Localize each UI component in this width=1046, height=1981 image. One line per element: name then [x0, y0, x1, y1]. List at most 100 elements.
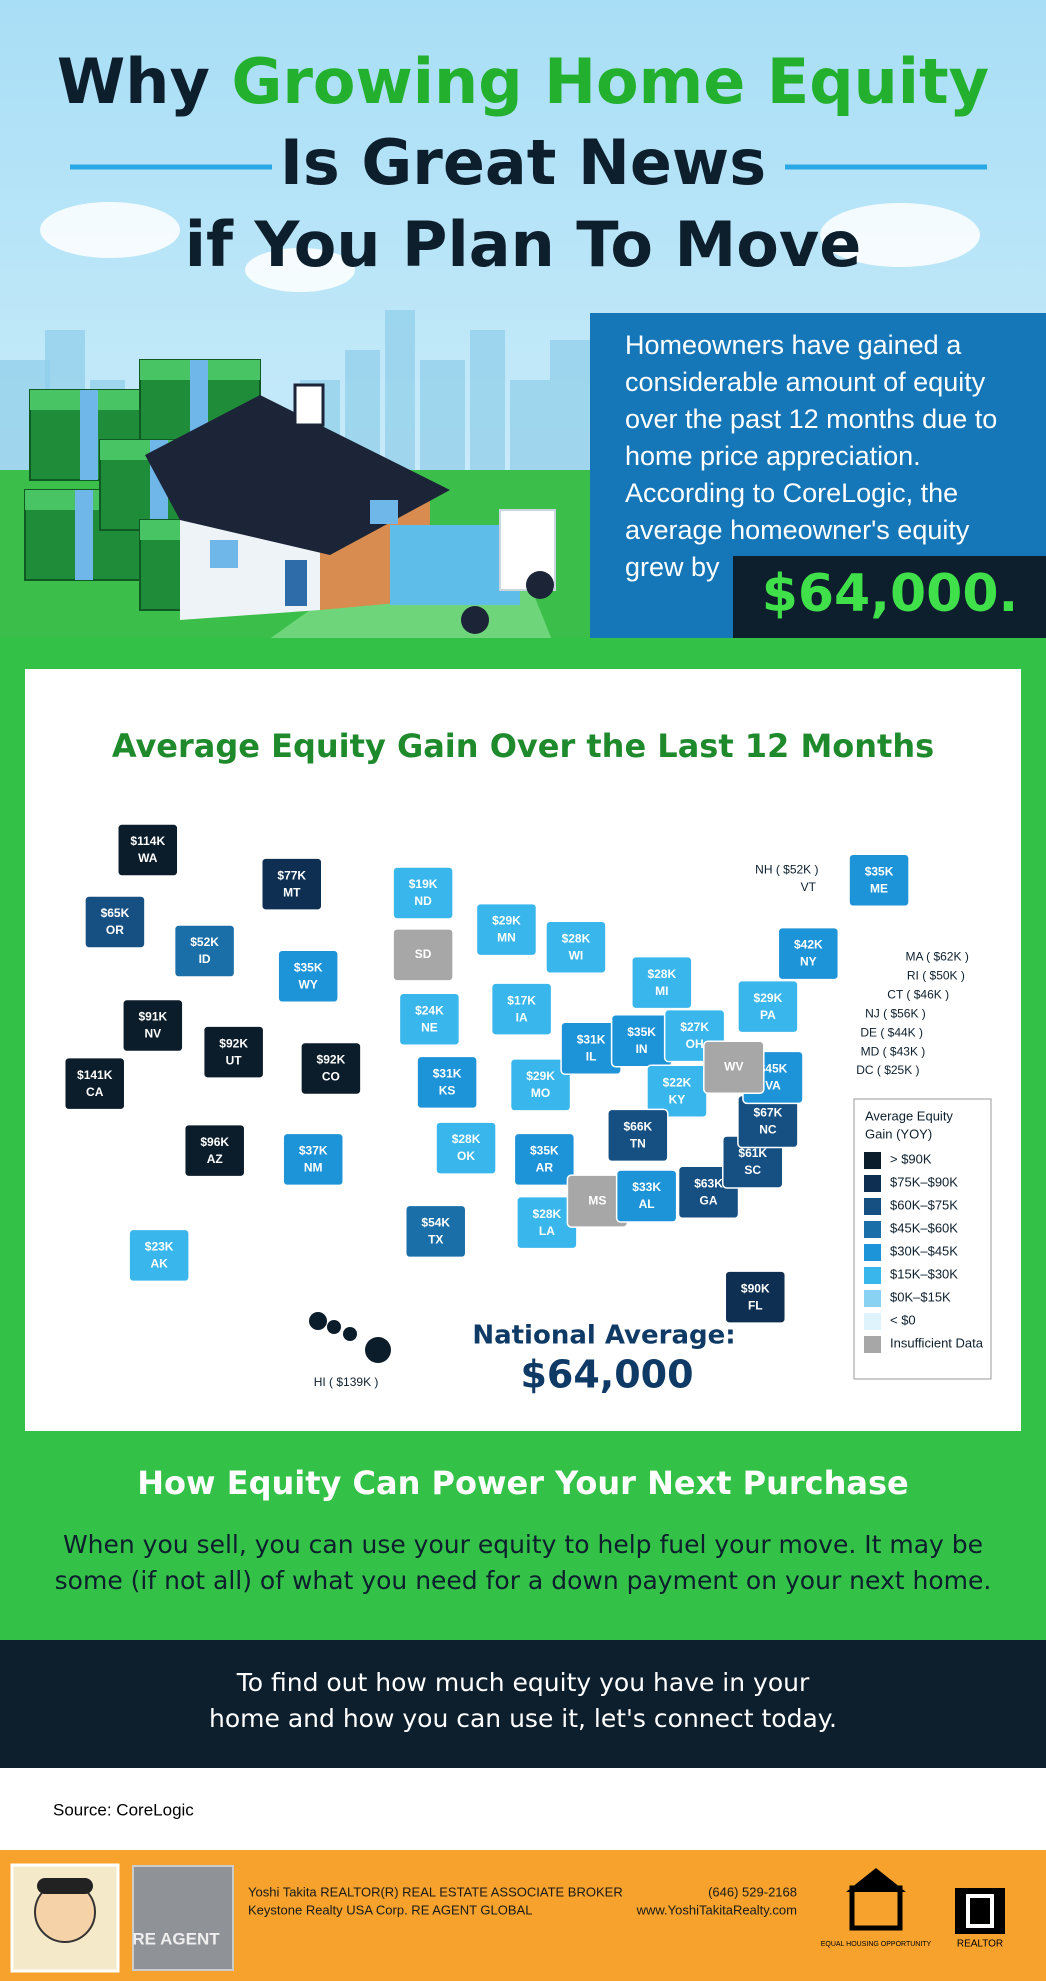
- state-code: MT: [283, 885, 301, 899]
- state-callout: RI ( $50K ): [907, 968, 965, 982]
- state: [724, 1270, 787, 1324]
- state-code: WI: [569, 948, 584, 962]
- truck-box: [390, 525, 520, 605]
- intro-line: grew by: [625, 552, 720, 582]
- state: [513, 1132, 576, 1187]
- state: [490, 982, 553, 1036]
- state-value: $23K: [145, 1240, 174, 1254]
- cloud: [820, 203, 980, 267]
- state-value: $52K: [190, 935, 219, 949]
- state: [128, 1228, 190, 1283]
- cta-text: home and how you can use it, let's conne…: [209, 1704, 837, 1733]
- legend-label: > $90K: [890, 1151, 932, 1166]
- legend-box: [853, 1098, 992, 1380]
- island: [365, 1337, 391, 1363]
- logo-text: RE AGENT: [132, 1929, 220, 1948]
- legend-label: $0K–$15K: [890, 1289, 951, 1304]
- state-callout: CT ( $46K ): [887, 987, 949, 1001]
- state-code: AK: [150, 1257, 168, 1271]
- state-code: ME: [870, 881, 888, 895]
- state: [737, 979, 799, 1034]
- state: [63, 1056, 126, 1111]
- logo-box: [132, 1865, 234, 1971]
- state-callout: MD ( $43K ): [861, 1044, 926, 1058]
- state-code: OR: [106, 923, 124, 937]
- state-value: $45K: [759, 1062, 788, 1076]
- section-text: When you sell, you can use your equity t…: [63, 1530, 983, 1559]
- state-code: CO: [322, 1070, 340, 1084]
- state-value: $27K: [680, 1020, 709, 1034]
- section-heading: How Equity Can Power Your Next Purchase: [137, 1464, 909, 1502]
- island: [327, 1320, 341, 1334]
- state-value: $28K: [452, 1132, 481, 1146]
- legend-label: $60K–$75K: [890, 1197, 958, 1212]
- state-code: ND: [414, 894, 432, 908]
- legend-label: < $0: [890, 1312, 916, 1327]
- state: [173, 924, 236, 978]
- state-value: $92K: [317, 1053, 346, 1067]
- phone: (646) 529-2168: [708, 1884, 797, 1899]
- highlight-amount: $64,000.: [762, 564, 1019, 624]
- state-value: $28K: [562, 931, 591, 945]
- state-callout: DC ( $25K ): [856, 1063, 919, 1077]
- cta-text: To find out how much equity you have in …: [236, 1668, 810, 1697]
- legend-label: $75K–$90K: [890, 1174, 958, 1189]
- state-code: NC: [759, 1123, 777, 1137]
- intro-line: According to CoreLogic, the: [625, 478, 958, 508]
- state: [392, 928, 454, 982]
- state-value: $92K: [219, 1036, 248, 1050]
- state-code: MN: [497, 931, 516, 945]
- title-highlight: Growing Home Equity: [231, 45, 989, 118]
- state-value: $29K: [754, 991, 783, 1005]
- legend-title: Average Equity: [865, 1108, 953, 1123]
- state-value: $31K: [433, 1067, 462, 1081]
- legend-swatch: [864, 1267, 881, 1284]
- agent-line: Keystone Realty USA Corp. RE AGENT GLOBA…: [248, 1902, 532, 1917]
- state-callout: MA ( $62K ): [905, 950, 968, 964]
- state-code: IA: [516, 1010, 528, 1024]
- state-value: $29K: [526, 1069, 555, 1083]
- legend-swatch: [864, 1198, 881, 1215]
- window: [210, 540, 238, 568]
- state: [703, 1040, 765, 1094]
- texts: Why Growing Home Equity Is Great News if…: [53, 45, 1018, 1950]
- state-code: FL: [748, 1298, 763, 1312]
- state-code: SC: [744, 1163, 761, 1177]
- state: [183, 1123, 246, 1178]
- state-code: ID: [199, 952, 211, 966]
- legend-label: Insufficient Data: [890, 1335, 984, 1350]
- cloud: [245, 248, 355, 292]
- state: [607, 1108, 669, 1163]
- state: [398, 992, 461, 1046]
- state-code: AR: [536, 1161, 554, 1175]
- state-code: WV: [724, 1059, 743, 1073]
- state-value: $37K: [299, 1144, 328, 1158]
- state-code: SD: [415, 947, 432, 961]
- state: [300, 1041, 362, 1096]
- state-code: NE: [421, 1020, 438, 1034]
- state: [475, 902, 538, 957]
- state-value: $67K: [754, 1106, 783, 1120]
- legend-swatch: [864, 1221, 881, 1238]
- state-value: $54K: [421, 1216, 450, 1230]
- state: [777, 926, 840, 981]
- wheel: [461, 606, 489, 634]
- state: [631, 955, 693, 1010]
- state-code: LA: [539, 1224, 555, 1238]
- state-callout: NJ ( $56K ): [865, 1006, 926, 1020]
- state-value: $114K: [130, 834, 165, 848]
- legend-swatch: [864, 1244, 881, 1261]
- state: [84, 895, 146, 949]
- legend-swatch: [864, 1336, 881, 1353]
- state: [435, 1121, 497, 1175]
- island: [309, 1312, 327, 1330]
- chimney: [293, 383, 325, 427]
- window: [370, 500, 398, 524]
- state-code: NV: [144, 1027, 161, 1041]
- state-code: AZ: [207, 1152, 223, 1166]
- state: [122, 998, 184, 1053]
- intro-line: over the past 12 months due to: [625, 404, 997, 434]
- state-code: WY: [299, 977, 318, 991]
- state-value: $66K: [623, 1120, 652, 1134]
